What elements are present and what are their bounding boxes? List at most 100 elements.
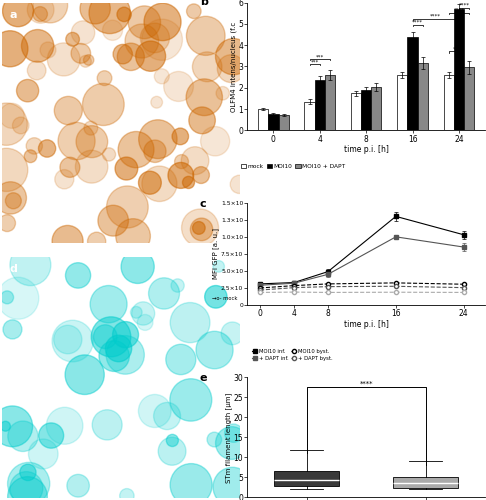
Circle shape: [154, 68, 169, 84]
Circle shape: [136, 41, 166, 72]
Circle shape: [0, 406, 33, 446]
Text: a: a: [10, 10, 17, 20]
Circle shape: [1, 291, 14, 304]
Circle shape: [24, 150, 37, 162]
Circle shape: [75, 150, 108, 183]
Circle shape: [216, 426, 248, 460]
Circle shape: [60, 157, 80, 178]
Bar: [444, 75, 454, 130]
Bar: [278, 115, 289, 130]
Circle shape: [13, 117, 29, 134]
Circle shape: [0, 103, 24, 128]
Circle shape: [187, 4, 201, 18]
Bar: [268, 114, 278, 130]
Circle shape: [186, 79, 223, 116]
Circle shape: [54, 96, 82, 124]
Circle shape: [216, 86, 229, 100]
Circle shape: [0, 103, 27, 146]
Circle shape: [20, 464, 36, 480]
Text: d: d: [10, 264, 17, 274]
Circle shape: [87, 232, 106, 250]
Bar: [258, 109, 268, 130]
Circle shape: [187, 16, 225, 56]
Circle shape: [66, 32, 79, 46]
Circle shape: [139, 120, 177, 158]
Circle shape: [168, 162, 193, 188]
Circle shape: [46, 408, 83, 445]
Circle shape: [170, 464, 212, 500]
Circle shape: [66, 262, 91, 288]
Circle shape: [125, 24, 159, 58]
Circle shape: [17, 80, 39, 102]
X-axis label: time p.i. [h]: time p.i. [h]: [344, 320, 389, 328]
Circle shape: [39, 423, 64, 448]
Circle shape: [205, 286, 227, 308]
Legend: mock, MOI10, MOI10 + DAPT: mock, MOI10, MOI10 + DAPT: [238, 162, 348, 171]
Circle shape: [116, 218, 150, 254]
Circle shape: [193, 166, 209, 184]
Circle shape: [183, 176, 194, 188]
Circle shape: [21, 30, 54, 62]
Circle shape: [113, 322, 139, 348]
Circle shape: [0, 214, 16, 232]
Circle shape: [154, 402, 180, 429]
Circle shape: [53, 326, 82, 354]
Circle shape: [181, 146, 209, 174]
Circle shape: [10, 472, 43, 500]
Circle shape: [83, 84, 124, 126]
Circle shape: [213, 260, 225, 272]
Circle shape: [170, 302, 210, 343]
Circle shape: [121, 250, 154, 284]
Circle shape: [98, 205, 128, 236]
Circle shape: [225, 424, 243, 442]
Circle shape: [128, 6, 160, 38]
Circle shape: [5, 192, 21, 209]
Circle shape: [166, 434, 178, 446]
Circle shape: [140, 23, 170, 52]
Circle shape: [196, 332, 233, 369]
Circle shape: [192, 222, 205, 234]
Legend: MOI10 inf., + DAPT inf., MOI10 byst., + DAPT byst.: MOI10 inf., + DAPT inf., MOI10 byst., + …: [250, 346, 335, 364]
Bar: [351, 93, 361, 130]
Bar: [314, 80, 325, 130]
Circle shape: [27, 61, 46, 80]
Circle shape: [192, 52, 222, 82]
Circle shape: [38, 140, 56, 157]
Circle shape: [80, 56, 91, 67]
Text: ****: ****: [458, 2, 469, 7]
Circle shape: [2, 0, 34, 26]
Circle shape: [97, 70, 112, 86]
Circle shape: [65, 355, 104, 395]
Circle shape: [52, 226, 83, 257]
Circle shape: [137, 314, 153, 330]
Text: ****: ****: [453, 8, 465, 13]
Circle shape: [106, 186, 148, 228]
X-axis label: time p.i. [h]: time p.i. [h]: [344, 145, 389, 154]
Circle shape: [139, 171, 161, 194]
Circle shape: [174, 154, 189, 168]
Circle shape: [144, 3, 181, 40]
Circle shape: [182, 209, 219, 246]
Bar: [371, 86, 382, 130]
Circle shape: [55, 170, 74, 189]
Circle shape: [91, 317, 131, 357]
Circle shape: [132, 302, 155, 325]
Circle shape: [172, 128, 189, 144]
Circle shape: [0, 182, 26, 214]
Circle shape: [33, 0, 68, 23]
Circle shape: [26, 138, 42, 154]
Circle shape: [201, 126, 230, 156]
Circle shape: [142, 166, 177, 202]
Circle shape: [93, 325, 117, 348]
Circle shape: [207, 432, 222, 447]
Bar: [304, 102, 314, 130]
Circle shape: [84, 121, 98, 135]
Circle shape: [213, 468, 252, 500]
Circle shape: [151, 96, 162, 108]
PathPatch shape: [393, 477, 458, 488]
Circle shape: [221, 322, 243, 345]
Circle shape: [8, 476, 47, 500]
Circle shape: [139, 394, 171, 428]
Circle shape: [117, 43, 144, 70]
Bar: [407, 36, 417, 130]
